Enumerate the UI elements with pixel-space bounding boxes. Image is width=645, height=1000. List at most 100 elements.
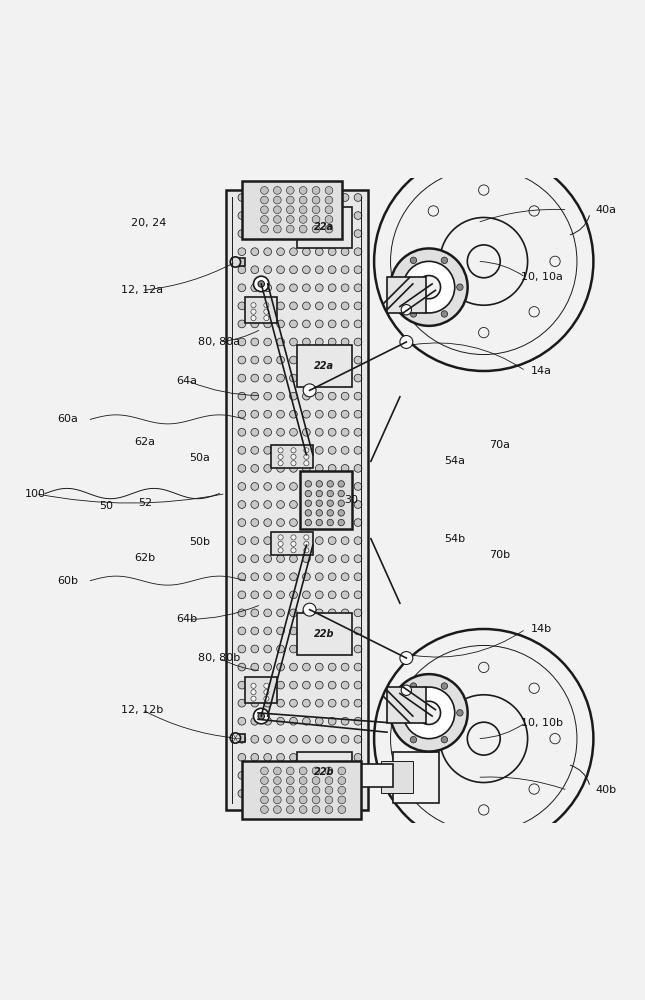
Circle shape [303,591,310,599]
Circle shape [401,305,412,315]
Circle shape [328,446,336,454]
Circle shape [277,212,284,219]
Circle shape [316,510,322,516]
Circle shape [428,784,439,794]
Circle shape [303,483,310,490]
Circle shape [286,806,294,813]
Circle shape [251,573,259,581]
Circle shape [341,302,349,310]
Circle shape [278,448,283,453]
Circle shape [238,320,246,328]
Bar [393,752,439,803]
Circle shape [315,338,323,346]
Circle shape [341,338,349,346]
Circle shape [354,735,362,743]
Circle shape [315,320,323,328]
Circle shape [299,767,307,775]
Circle shape [299,806,307,813]
Circle shape [303,699,310,707]
Circle shape [327,500,333,506]
Circle shape [264,410,272,418]
Circle shape [278,548,283,553]
Circle shape [312,777,320,784]
Circle shape [303,573,310,581]
Circle shape [277,573,284,581]
Circle shape [374,152,593,371]
Circle shape [312,216,320,223]
Circle shape [251,465,259,472]
Circle shape [290,465,297,472]
Circle shape [327,519,333,526]
Circle shape [299,216,307,223]
Text: 14b: 14b [531,624,552,634]
Circle shape [277,374,284,382]
Circle shape [341,753,349,761]
Circle shape [303,717,310,725]
Circle shape [303,248,310,256]
Circle shape [290,609,297,617]
Circle shape [277,681,284,689]
Text: 22b: 22b [314,629,335,639]
Circle shape [251,302,259,310]
Text: 50a: 50a [190,453,210,463]
Circle shape [457,710,463,716]
Circle shape [303,320,310,328]
Text: 22a: 22a [314,361,335,371]
Circle shape [290,230,297,237]
Circle shape [529,206,539,216]
Circle shape [354,266,362,274]
Circle shape [315,681,323,689]
Circle shape [341,212,349,219]
Circle shape [428,683,439,693]
Text: 70a: 70a [490,440,510,450]
Circle shape [264,696,269,701]
Circle shape [395,710,401,716]
Circle shape [328,717,336,725]
Circle shape [251,194,259,201]
Circle shape [251,772,259,779]
Circle shape [238,555,246,563]
Circle shape [264,483,272,490]
Circle shape [277,410,284,418]
Circle shape [303,753,310,761]
Circle shape [273,196,281,204]
Circle shape [354,555,362,563]
Circle shape [390,248,468,326]
Circle shape [354,338,362,346]
Circle shape [328,519,336,526]
Circle shape [303,410,310,418]
Circle shape [315,248,323,256]
Circle shape [290,681,297,689]
Text: 10, 10a: 10, 10a [521,272,562,282]
Circle shape [299,777,307,784]
Circle shape [264,309,269,314]
Circle shape [341,374,349,382]
Circle shape [264,212,272,219]
Circle shape [251,555,259,563]
Circle shape [261,206,268,214]
Circle shape [238,537,246,545]
Circle shape [251,284,259,292]
Circle shape [354,392,362,400]
Circle shape [338,786,346,794]
Circle shape [291,548,296,553]
Circle shape [251,446,259,454]
Bar [226,190,368,810]
Circle shape [290,699,297,707]
Circle shape [290,717,297,725]
Circle shape [290,663,297,671]
Circle shape [338,806,346,813]
Circle shape [315,790,323,797]
Circle shape [354,248,362,256]
Circle shape [238,519,246,526]
Circle shape [277,735,284,743]
Circle shape [291,535,296,540]
Circle shape [264,609,272,617]
Circle shape [290,753,297,761]
Circle shape [277,266,284,274]
Circle shape [315,465,323,472]
Circle shape [264,428,272,436]
Circle shape [277,284,284,292]
Circle shape [325,196,333,204]
Circle shape [315,519,323,526]
